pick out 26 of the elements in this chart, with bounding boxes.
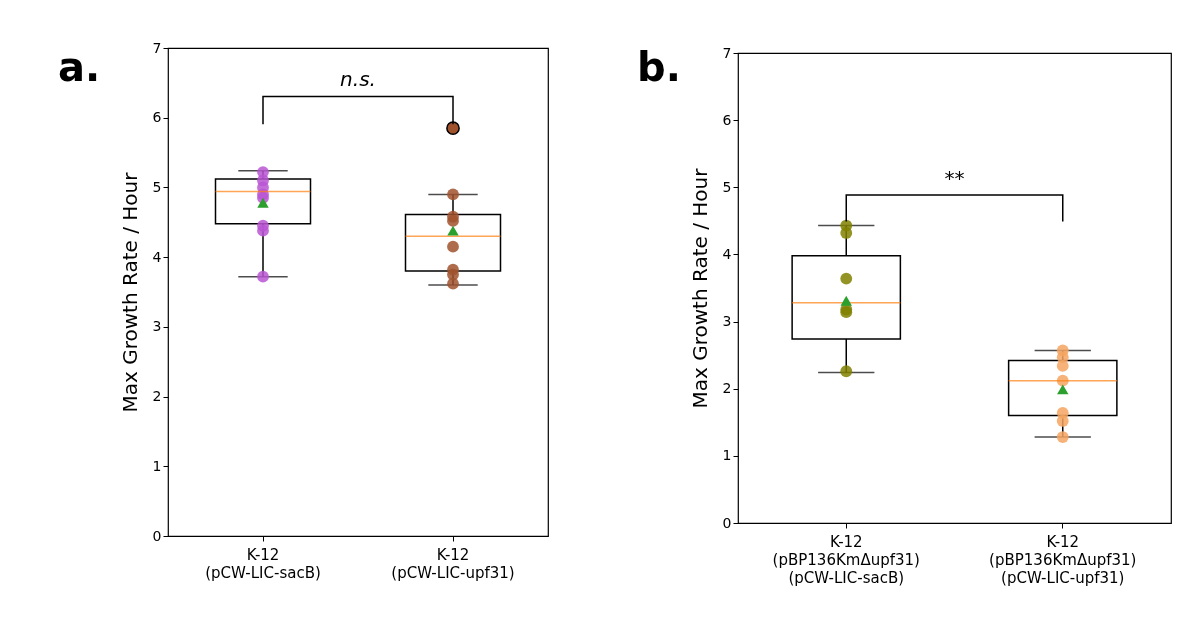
y-tick-label: 1: [152, 457, 162, 474]
y-tick-label: 4: [722, 245, 732, 262]
x-tick-label: K-12 (pCW-LIC-upf31): [391, 545, 515, 582]
x-tick-label: K-12 (pBP136KmΔupf31) (pCW-LIC-upf31): [989, 532, 1137, 587]
annotation: **: [944, 166, 965, 191]
x-tick-label: K-12 (pBP136KmΔupf31) (pCW-LIC-sacB): [772, 532, 920, 587]
y-axis-title: Max Growth Rate / Hour: [117, 171, 142, 413]
y-tick-label: 5: [152, 178, 162, 195]
y-axis-title: Max Growth Rate / Hour: [687, 167, 712, 409]
text: a.: [58, 44, 101, 90]
y-tick-label: 2: [152, 388, 162, 405]
y-tick-label: 1: [722, 447, 732, 464]
y-tick-label: 6: [722, 111, 732, 128]
y-tick-label: 0: [722, 514, 732, 531]
y-tick-label: 6: [152, 109, 162, 126]
x-tick-label: K-12 (pCW-LIC-sacB): [205, 545, 321, 582]
y-tick-label: 2: [722, 380, 732, 397]
y-tick-label: 3: [152, 318, 162, 335]
y-tick-label: 7: [722, 44, 732, 61]
y-tick-label: 4: [152, 248, 162, 265]
y-tick-label: 5: [722, 178, 732, 195]
y-tick-label: 7: [152, 39, 162, 56]
text: b.: [637, 44, 681, 90]
annotation: n.s.: [340, 67, 376, 92]
y-tick-label: 0: [152, 527, 162, 544]
y-tick-label: 3: [722, 313, 732, 330]
